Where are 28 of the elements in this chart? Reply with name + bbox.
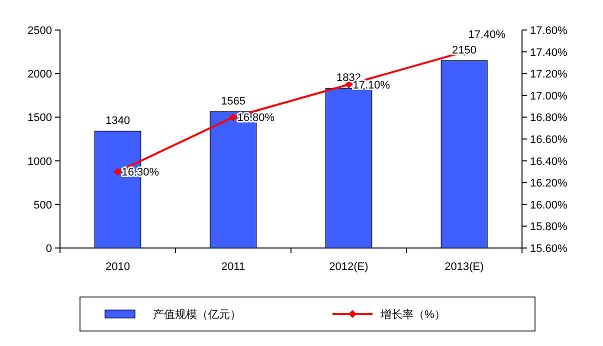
y2-tick-label: 17.40% bbox=[530, 46, 568, 59]
y-tick-label: 0 bbox=[46, 243, 52, 255]
y-tick-label: 2000 bbox=[28, 68, 52, 81]
x-tick-label: 2011 bbox=[221, 261, 246, 273]
point bbox=[114, 168, 122, 176]
legend-label: 增长率（%） bbox=[380, 308, 446, 321]
legend-label: 产值规模（亿元） bbox=[153, 308, 241, 321]
y2-tick-label: 15.80% bbox=[530, 221, 568, 234]
x-tick-label: 2010 bbox=[106, 261, 130, 273]
y2-tick-label: 17.20% bbox=[530, 68, 568, 81]
data-label: 1340 bbox=[106, 115, 130, 128]
data-label: 17.40% bbox=[468, 28, 506, 41]
y-tick-label: 500 bbox=[34, 199, 52, 212]
x-tick-label: 2012(E) bbox=[329, 261, 368, 273]
y-tick-label: 1000 bbox=[28, 156, 52, 168]
data-label: 1565 bbox=[221, 96, 246, 108]
y2-tick-label: 17.60% bbox=[530, 25, 568, 37]
y-tick-label: 2500 bbox=[28, 25, 52, 37]
y2-tick-label: 15.60% bbox=[530, 243, 568, 255]
x-tick-label: 2013(E) bbox=[444, 261, 484, 273]
y2-tick-label: 16.00% bbox=[530, 199, 568, 212]
y2-tick-label: 17.00% bbox=[530, 90, 568, 102]
y2-tick-label: 16.60% bbox=[530, 134, 568, 146]
point bbox=[229, 113, 238, 122]
y2-tick-label: 16.80% bbox=[530, 112, 568, 124]
y2-tick-label: 16.20% bbox=[530, 178, 568, 190]
y-tick-label: 1500 bbox=[28, 112, 52, 124]
y2-tick-label: 16.40% bbox=[530, 156, 568, 168]
